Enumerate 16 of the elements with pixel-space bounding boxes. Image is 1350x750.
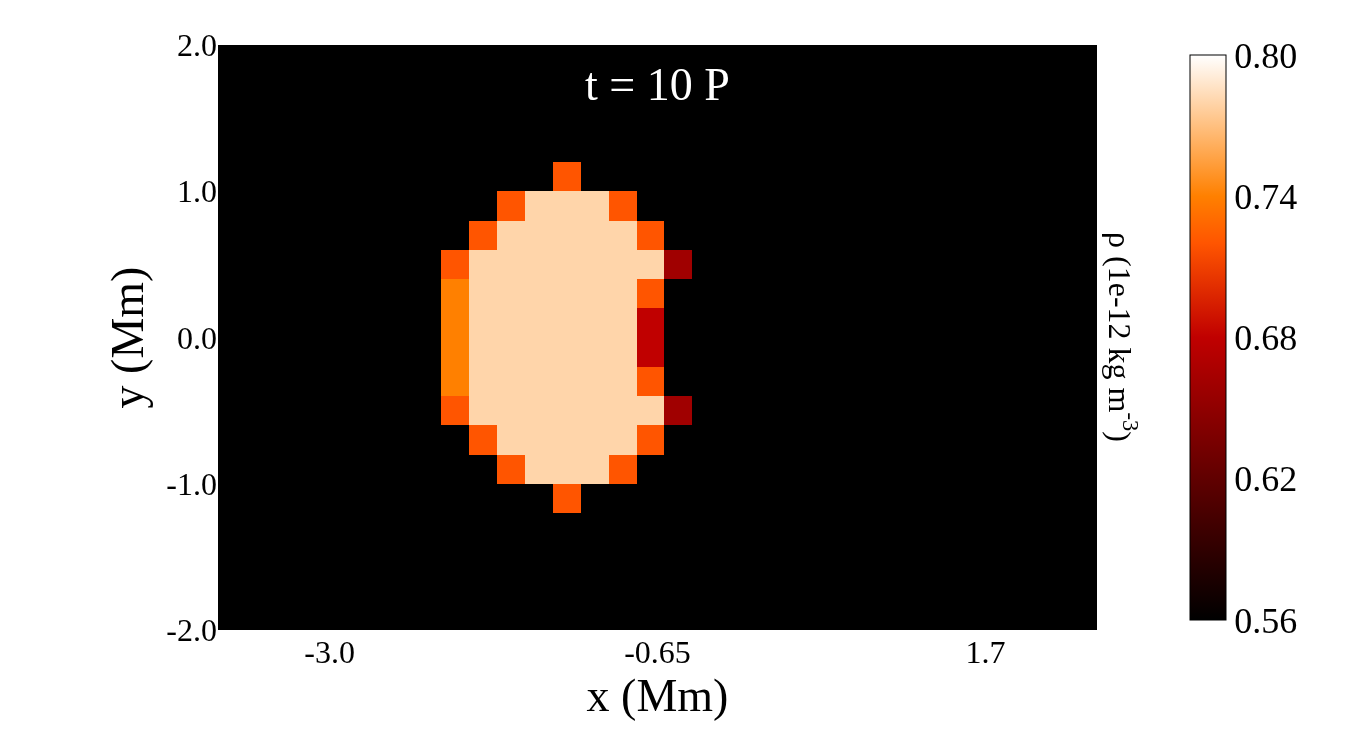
color-bar-label: 0.80 — [1234, 35, 1298, 76]
color-bar-label: 0.62 — [1234, 459, 1298, 500]
chart-title: t = 10 P — [585, 59, 730, 110]
x-tick-label: -0.65 — [624, 634, 691, 670]
y-tick-label: 2.0 — [177, 27, 217, 64]
y-axis-title: y (Mm) — [101, 266, 153, 409]
y-tick-label: -2.0 — [166, 612, 217, 649]
x-tick-label: -3.0 — [304, 634, 355, 670]
y-tick-label: 1.0 — [177, 173, 217, 210]
y-tick-label: -1.0 — [166, 465, 217, 502]
x-tick-label: 1.7 — [965, 634, 1006, 670]
x-axis-title: x (Mm) — [586, 670, 729, 721]
y-tick-label: 0.0 — [177, 319, 217, 356]
color-bar-label: 0.68 — [1234, 318, 1298, 359]
color-bar-label: 0.74 — [1234, 176, 1298, 217]
color-bar-label: 0.56 — [1234, 600, 1298, 641]
